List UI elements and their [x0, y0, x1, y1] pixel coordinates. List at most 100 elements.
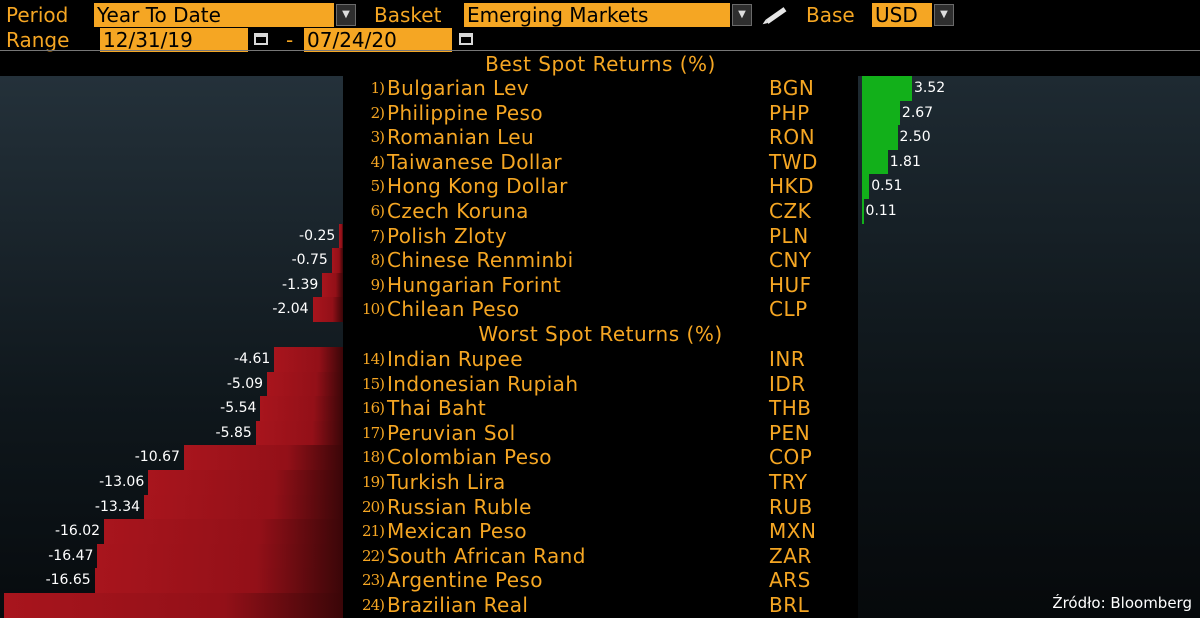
table-row[interactable]: 5) Hong Kong Dollar HKD 0.51 — [0, 174, 1200, 199]
currency-code: THB — [769, 396, 812, 421]
table-row[interactable]: 22) South African Rand ZAR -16.47 — [0, 543, 1200, 569]
currency-code: RON — [769, 125, 816, 150]
currency-name[interactable]: Romanian Leu — [387, 125, 535, 150]
period-select[interactable]: Year To Date — [94, 3, 334, 27]
rank-number: 16) — [362, 399, 385, 418]
table-row[interactable]: 21) Mexican Peso MXN -16.02 — [0, 519, 1200, 544]
rank-number: 22) — [362, 546, 385, 565]
chevron-down-icon[interactable]: ▼ — [732, 4, 752, 26]
rank-number: 19) — [362, 473, 385, 491]
end-date-field[interactable]: 07/24/20 — [304, 28, 452, 52]
table-row[interactable]: 7) Polish Zloty PLN -0.25 — [0, 223, 1200, 249]
positive-return-bar — [862, 100, 900, 126]
currency-name[interactable]: Argentine Peso — [387, 568, 543, 593]
negative-return-bar — [4, 593, 343, 618]
table-row[interactable]: 23) Argentine Peso ARS -16.65 — [0, 568, 1200, 593]
return-value: -16.47 — [48, 547, 94, 564]
currency-name[interactable]: Indian Rupee — [387, 347, 523, 371]
currency-name[interactable]: Chinese Renminbi — [387, 248, 574, 273]
pencil-icon[interactable] — [765, 7, 787, 24]
basket-select[interactable]: Emerging Markets — [464, 3, 730, 27]
currency-name[interactable]: Polish Zloty — [387, 223, 508, 248]
chevron-down-icon[interactable]: ▼ — [934, 4, 954, 26]
positive-return-bar — [862, 174, 870, 199]
currency-code: MXN — [769, 519, 817, 544]
base-select[interactable]: USD — [872, 3, 932, 27]
table-row[interactable]: 18) Colombian Peso COP -10.67 — [0, 445, 1200, 470]
negative-return-bar — [322, 272, 343, 298]
currency-code: ARS — [769, 568, 811, 593]
currency-code: TWD — [769, 149, 818, 174]
currency-name[interactable]: South African Rand — [387, 543, 586, 568]
table-row[interactable]: 2) Philippine Peso PHP 2.67 — [0, 100, 1200, 126]
calendar-icon[interactable] — [459, 33, 473, 45]
currency-name[interactable]: Hong Kong Dollar — [387, 174, 568, 199]
currency-code: HUF — [769, 272, 812, 297]
currency-code: INR — [769, 347, 806, 371]
rank-number: 7) — [370, 226, 385, 245]
return-value: -4.61 — [234, 351, 271, 367]
currency-name[interactable]: Indonesian Rupiah — [387, 371, 579, 396]
table-row[interactable]: 9) Hungarian Forint HUF -1.39 — [0, 272, 1200, 298]
table-row[interactable]: 10) Chilean Peso CLP -2.04 — [0, 297, 1200, 322]
positive-return-bar — [862, 149, 888, 175]
negative-return-bar — [148, 470, 343, 495]
negative-return-bar — [104, 519, 343, 544]
rank-number: 4) — [370, 152, 385, 171]
table-row[interactable]: 6) Czech Koruna CZK 0.11 — [0, 199, 1200, 224]
rank-number: 6) — [370, 202, 385, 220]
currency-code: IDR — [769, 371, 806, 396]
rank-number: 1) — [370, 79, 385, 97]
table-row[interactable]: 16) Thai Baht THB -5.54 — [0, 396, 1200, 421]
table-row[interactable]: 8) Chinese Renminbi CNY -0.75 — [0, 248, 1200, 273]
return-value: 3.52 — [913, 80, 946, 96]
currency-code: RUB — [769, 494, 813, 519]
currency-name[interactable]: Turkish Lira — [387, 470, 506, 494]
rank-number: 5) — [370, 177, 385, 196]
return-value: -13.34 — [94, 498, 141, 515]
currency-name[interactable]: Bulgarian Lev — [387, 76, 530, 100]
chevron-down-icon[interactable]: ▼ — [336, 4, 356, 26]
currency-name[interactable]: Czech Koruna — [387, 199, 529, 223]
positive-bars-panel — [858, 76, 1200, 618]
rank-number: 14) — [362, 350, 385, 368]
currency-name[interactable]: Philippine Peso — [387, 100, 543, 125]
currency-name[interactable]: Hungarian Forint — [387, 272, 562, 297]
currency-name[interactable]: Colombian Peso — [387, 445, 552, 470]
table-row[interactable]: 20) Russian Ruble RUB -13.34 — [0, 494, 1200, 520]
currency-code: ZAR — [769, 543, 812, 568]
rank-number: 17) — [362, 423, 385, 442]
table-row[interactable]: 15) Indonesian Rupiah IDR -5.09 — [0, 371, 1200, 397]
table-row[interactable]: 19) Turkish Lira TRY -13.06 — [0, 470, 1200, 495]
negative-return-bar — [339, 223, 343, 249]
base-label: Base — [806, 3, 855, 27]
table-row[interactable]: 3) Romanian Leu RON 2.50 — [0, 125, 1200, 150]
table-row[interactable]: 4) Taiwanese Dollar TWD 1.81 — [0, 149, 1200, 175]
basket-label: Basket — [374, 3, 442, 27]
currency-code: TRY — [769, 470, 808, 494]
table-row[interactable]: 1) Bulgarian Lev BGN 3.52 — [0, 76, 1200, 101]
return-value: -5.09 — [226, 375, 264, 392]
table-row[interactable]: 14) Indian Rupee INR -4.61 — [0, 347, 1200, 372]
return-value: -13.06 — [99, 474, 145, 490]
currency-code: BRL — [769, 593, 810, 617]
currency-name[interactable]: Brazilian Real — [387, 593, 529, 617]
return-value: -16.65 — [45, 572, 91, 589]
currency-name[interactable]: Mexican Peso — [387, 519, 527, 544]
calendar-icon[interactable] — [254, 33, 268, 45]
currency-name[interactable]: Thai Baht — [387, 396, 487, 421]
date-separator: - — [286, 28, 294, 52]
start-date-field[interactable]: 12/31/19 — [100, 28, 248, 52]
currency-code: PLN — [769, 223, 809, 248]
currency-code: CNY — [769, 248, 812, 273]
negative-return-bar — [260, 396, 343, 421]
currency-name[interactable]: Peruvian Sol — [387, 420, 516, 445]
positive-return-bar — [862, 199, 864, 224]
rank-number: 24) — [362, 596, 385, 614]
currency-name[interactable]: Russian Ruble — [387, 494, 532, 519]
table-row[interactable]: 17) Peruvian Sol PEN -5.85 — [0, 420, 1200, 446]
currency-name[interactable]: Chilean Peso — [387, 297, 520, 322]
negative-return-bar — [331, 248, 343, 273]
currency-name[interactable]: Taiwanese Dollar — [387, 149, 563, 174]
